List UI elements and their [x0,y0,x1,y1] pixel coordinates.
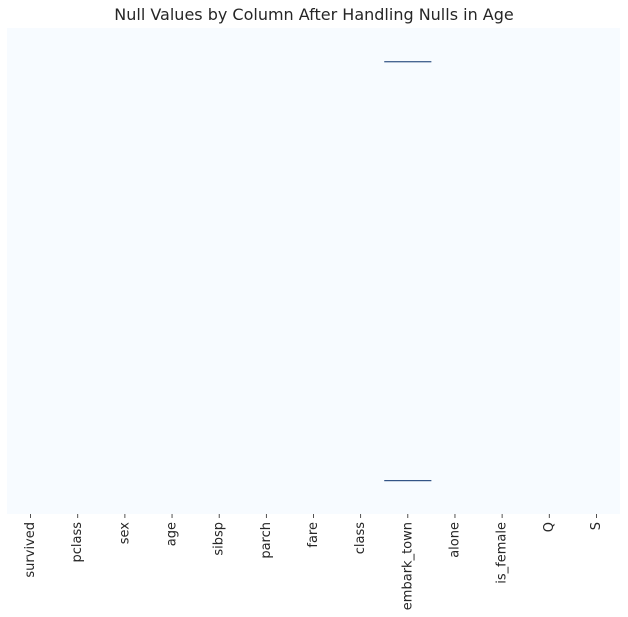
heatmap-column-fare [289,28,338,514]
heatmap-column-S [572,28,620,514]
heatmap-column-class [337,28,385,514]
heatmap-column-is_female [478,28,526,514]
x-axis-ticks: survived pclass sex age sibsp parch fare class e… [23,514,604,610]
heatmap-column-parch [242,28,290,514]
heatmap-column-alone [431,28,479,514]
null-cell-embark_town-61 [384,61,432,63]
chart-title: Null Values by Column After Handling Nul… [114,5,513,24]
x-tick-label-embark_town: embark_town [400,522,415,610]
x-tick-label-survived: survived [23,522,38,578]
x-tick-label-is_female: is_female [495,522,510,584]
x-tick-label-pclass: pclass [70,522,85,563]
x-tick-label-sex: sex [117,522,132,545]
heatmap-column-age [148,28,196,514]
x-tick-label-parch: parch [259,522,274,559]
heatmap-plot-area [7,28,620,514]
heatmap-column-survived [7,28,55,514]
x-tick-label-S: S [589,522,604,530]
x-tick-label-Q: Q [542,522,557,532]
heatmap-column-sibsp [195,28,243,514]
null-cell-embark_town-829 [384,480,432,482]
x-tick-label-sibsp: sibsp [212,522,227,556]
x-tick-label-age: age [165,522,180,546]
x-tick-label-fare: fare [306,522,321,548]
heatmap-column-Q [525,28,573,514]
x-tick-label-alone: alone [447,522,462,558]
x-tick-label-class: class [353,522,368,554]
heatmap-column-embark_town [384,28,432,514]
heatmap-column-pclass [54,28,102,514]
heatmap-column-sex [101,28,149,514]
